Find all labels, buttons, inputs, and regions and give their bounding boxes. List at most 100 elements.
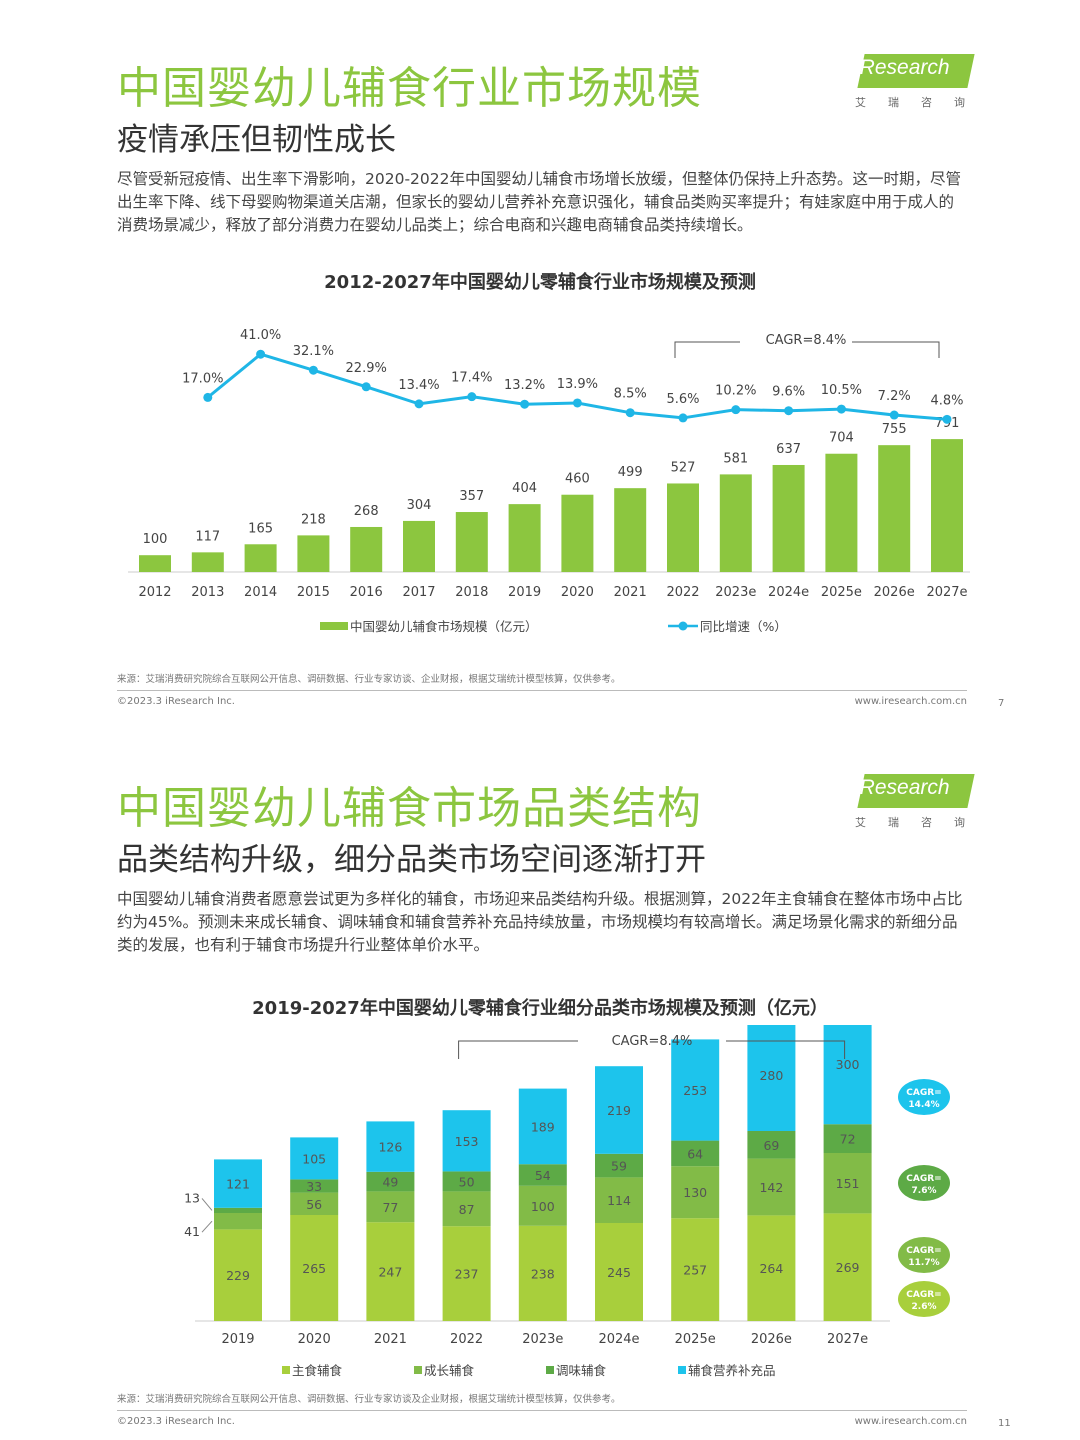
segment-value-leader bbox=[201, 1198, 213, 1211]
bar-market-size bbox=[772, 464, 805, 572]
stacked-segment bbox=[823, 1153, 872, 1214]
cagr-badge-value: 2.6% bbox=[912, 1302, 937, 1312]
segment-value-label: 77 bbox=[382, 1200, 398, 1215]
bar-value-label: 499 bbox=[618, 465, 643, 480]
bar-market-size bbox=[719, 474, 752, 572]
slide2-divider bbox=[117, 1410, 967, 1411]
stacked-segment bbox=[747, 1158, 796, 1216]
segment-value-label: 114 bbox=[607, 1193, 631, 1208]
stacked-segment bbox=[671, 1140, 720, 1167]
bar-market-size bbox=[191, 552, 224, 572]
segment-value-label: 245 bbox=[607, 1265, 631, 1280]
segment-value-label: 54 bbox=[535, 1168, 551, 1183]
segment-value-label: 153 bbox=[455, 1134, 479, 1149]
legend-label-line: 同比增速（%） bbox=[700, 619, 787, 634]
bar-value-label: 404 bbox=[512, 481, 537, 496]
x-tick-label: 2021 bbox=[374, 1332, 407, 1347]
growth-rate-point bbox=[678, 413, 688, 423]
x-tick-label: 2022 bbox=[450, 1332, 483, 1347]
growth-rate-point bbox=[625, 408, 635, 418]
chart1-svg: 100 2012 117 2013 165 2014 218 2015 268 2016 304 20… bbox=[128, 328, 970, 634]
x-tick-label: 2021 bbox=[614, 585, 647, 600]
growth-rate-point bbox=[942, 414, 952, 424]
growth-rate-label: 8.5% bbox=[614, 387, 647, 402]
stacked-segment bbox=[518, 1088, 567, 1165]
segment-value-label: 130 bbox=[683, 1185, 707, 1200]
growth-rate-point bbox=[203, 392, 213, 402]
growth-rate-point bbox=[256, 349, 266, 359]
segment-value-label: 126 bbox=[378, 1140, 402, 1155]
bar-market-size bbox=[561, 494, 594, 572]
segment-value-label: 33 bbox=[306, 1179, 322, 1194]
growth-rate-label: 10.5% bbox=[821, 383, 862, 398]
growth-rate-point bbox=[572, 398, 582, 408]
bar-value-label: 268 bbox=[354, 504, 379, 519]
x-tick-label: 2023e bbox=[715, 585, 756, 600]
cagr-badge-label: CAGR= bbox=[906, 1290, 941, 1300]
segment-value-label: 49 bbox=[382, 1175, 398, 1190]
x-tick-label: 2012 bbox=[138, 585, 171, 600]
x-tick-label: 2015 bbox=[297, 585, 330, 600]
stacked-segment bbox=[671, 1166, 720, 1219]
cagr-badge-value: 14.4% bbox=[908, 1100, 939, 1110]
growth-rate-label: 10.2% bbox=[715, 384, 756, 399]
growth-rate-point bbox=[731, 405, 741, 415]
legend-swatch-point bbox=[678, 621, 688, 631]
slide2-paragraph: 中国婴幼儿辅食消费者愿意尝试更为多样化的辅食，市场迎来品类结构升级。根据测算，2… bbox=[117, 890, 963, 954]
stacked-segment bbox=[747, 1025, 796, 1131]
x-tick-label: 2025e bbox=[821, 585, 862, 600]
stacked-segment bbox=[595, 1153, 643, 1178]
x-tick-label: 2020 bbox=[298, 1332, 331, 1347]
growth-rate-label: 41.0% bbox=[240, 328, 281, 343]
segment-value-label: 229 bbox=[226, 1268, 250, 1283]
growth-rate-label: 13.2% bbox=[504, 378, 545, 393]
stacked-segment bbox=[290, 1179, 339, 1193]
growth-rate-point bbox=[361, 382, 371, 392]
legend-label-bar: 中国婴幼儿辅食市场规模（亿元） bbox=[350, 619, 538, 634]
legend-swatch-bar bbox=[320, 622, 348, 630]
bar-value-label: 100 bbox=[143, 532, 168, 547]
stacked-segment bbox=[214, 1207, 262, 1213]
cagr-badge-value: 7.6% bbox=[912, 1186, 937, 1196]
slide1-paragraph: 尽管受新冠疫情、出生率下滑影响，2020-2022年中国婴幼儿辅食市场增长放缓，… bbox=[117, 170, 961, 234]
x-tick-label: 2016 bbox=[350, 585, 383, 600]
stacked-segment bbox=[290, 1137, 339, 1180]
segment-value-label: 41 bbox=[184, 1224, 200, 1239]
cagr-annotation: CAGR=8.4% bbox=[766, 333, 847, 348]
x-tick-label: 2023e bbox=[522, 1332, 563, 1347]
logo-text: iResearch bbox=[855, 56, 950, 79]
stacked-segment bbox=[671, 1218, 720, 1321]
chart1-title: 2012-2027年中国婴幼儿零辅食行业市场规模及预测 bbox=[324, 272, 756, 293]
stacked-segment bbox=[442, 1191, 491, 1227]
logo-cn: 艾瑞咨询 bbox=[855, 96, 987, 109]
chart2-svg: 229 41 13 121 2019 265 56 33 105 2020 247 77 49 126 20… bbox=[184, 1025, 950, 1378]
x-tick-label: 2019 bbox=[508, 585, 541, 600]
growth-rate-label: 4.8% bbox=[930, 393, 963, 408]
cagr-bracket-right bbox=[726, 1040, 846, 1059]
growth-rate-point bbox=[784, 406, 794, 416]
growth-rate-point bbox=[467, 392, 477, 402]
stacked-segment bbox=[595, 1223, 643, 1321]
growth-rate-label: 32.1% bbox=[293, 344, 334, 359]
bar-market-size bbox=[350, 526, 383, 572]
stacked-segment bbox=[518, 1164, 567, 1186]
bar-value-label: 637 bbox=[776, 442, 801, 457]
bar-value-label: 755 bbox=[882, 422, 907, 437]
logo-text: iResearch bbox=[855, 776, 950, 799]
bar-market-size bbox=[508, 504, 541, 572]
stacked-segment bbox=[442, 1171, 491, 1192]
bar-market-size bbox=[878, 445, 911, 572]
bar-market-size bbox=[614, 488, 647, 572]
stacked-segment bbox=[366, 1222, 415, 1321]
cagr-badge bbox=[898, 1079, 950, 1115]
x-tick-label: 2018 bbox=[455, 585, 488, 600]
stacked-segment bbox=[747, 1131, 796, 1159]
stacked-segment bbox=[518, 1185, 567, 1226]
slide1-page-number: 7 bbox=[998, 698, 1005, 709]
stacked-segment bbox=[518, 1225, 567, 1321]
cagr-annotation: CAGR=8.4% bbox=[612, 1034, 693, 1049]
segment-value-label: 72 bbox=[840, 1132, 856, 1147]
stacked-segment bbox=[214, 1159, 262, 1208]
slide2-source: 来源：艾瑞消费研究院综合互联网公开信息、调研数据、行业专家访谈及企业财报，根据艾… bbox=[117, 1394, 621, 1405]
growth-rate-label: 22.9% bbox=[346, 361, 387, 376]
